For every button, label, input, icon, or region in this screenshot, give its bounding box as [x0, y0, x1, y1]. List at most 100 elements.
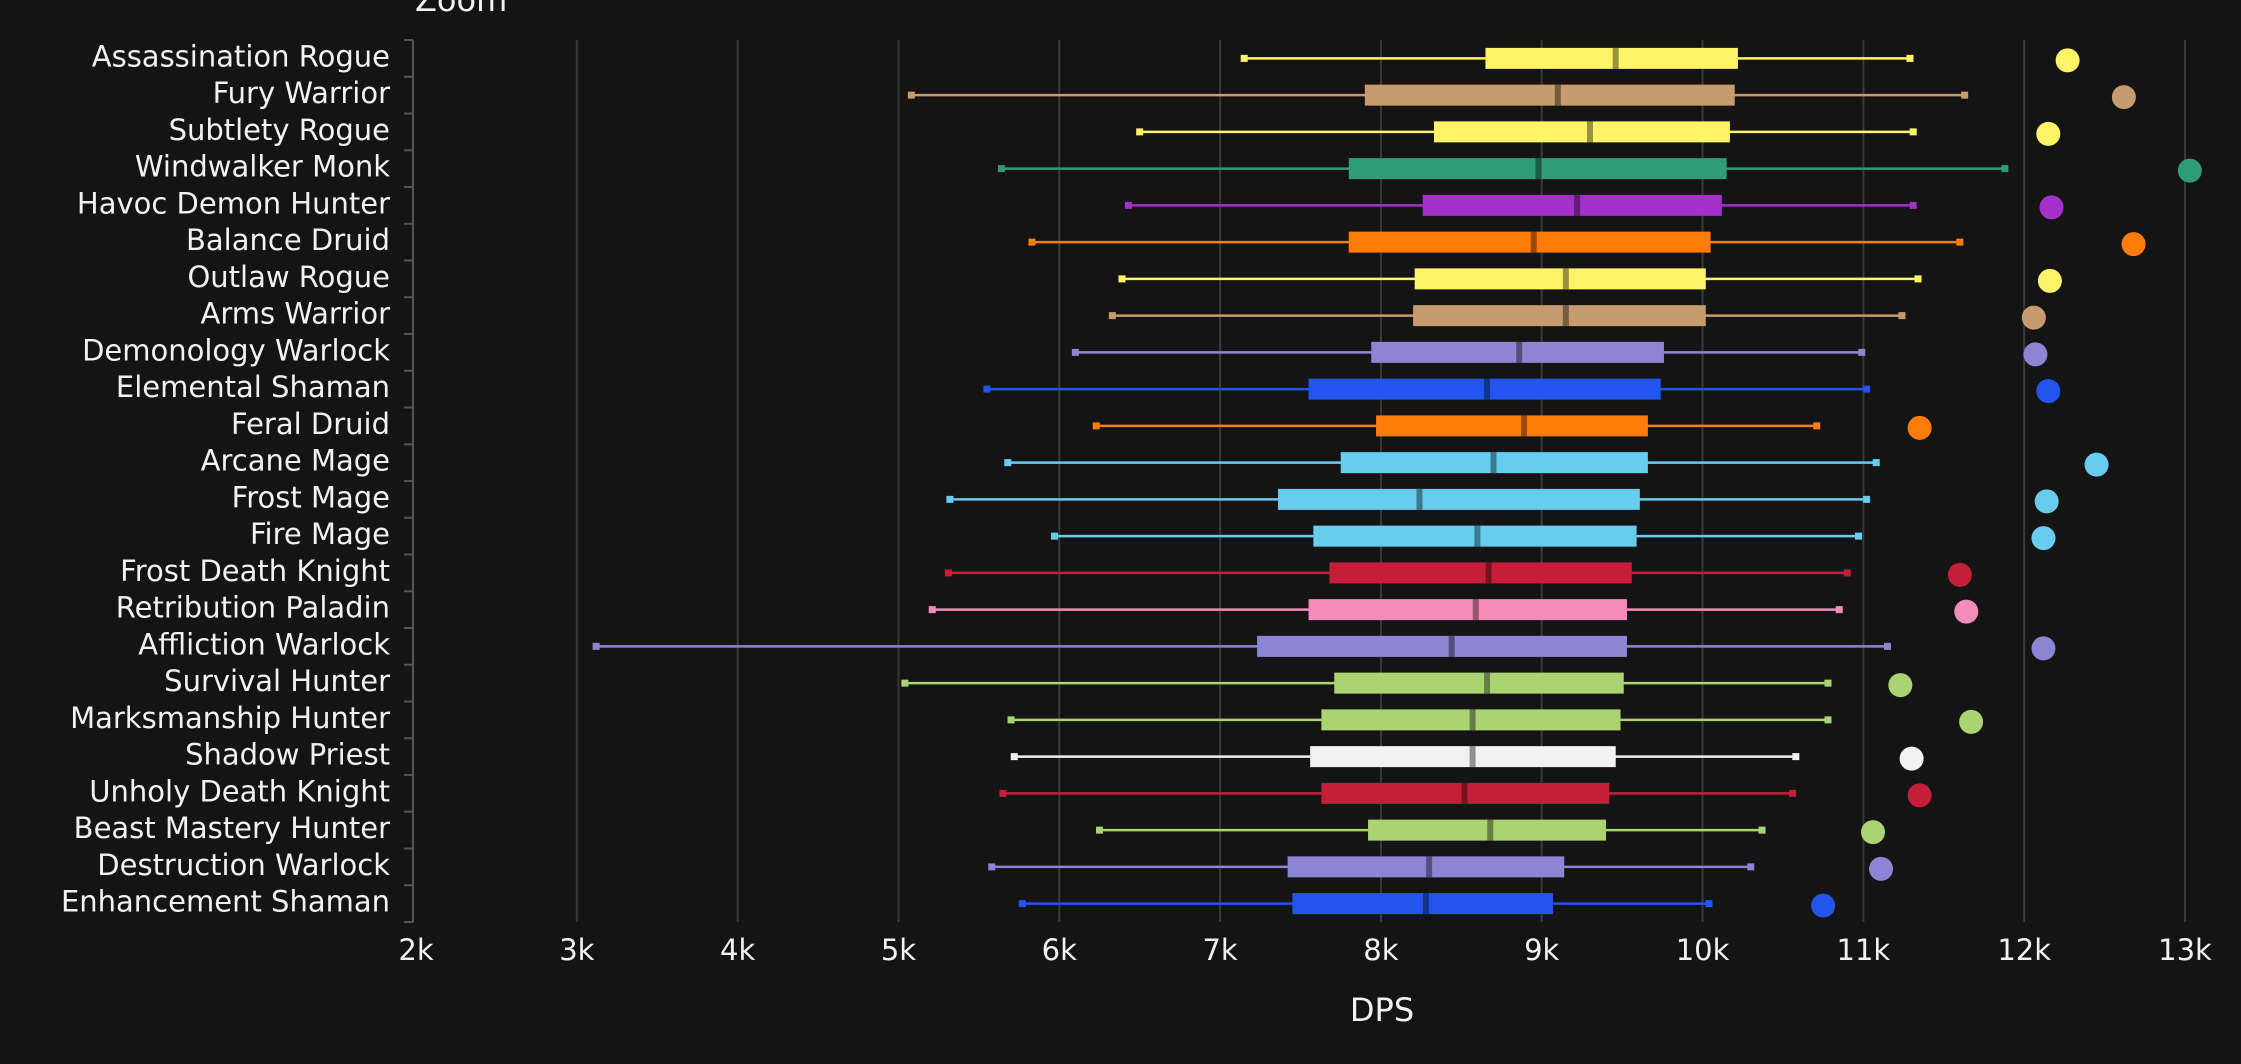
y-tick-label: Balance Druid — [186, 223, 390, 257]
box — [1308, 599, 1627, 621]
whisker-cap-high — [1792, 753, 1800, 761]
y-tick-label: Destruction Warlock — [97, 848, 390, 882]
x-axis-title: DPS — [1350, 991, 1414, 1029]
point — [2034, 489, 2059, 514]
whisker-cap-low — [1240, 54, 1248, 62]
box — [1376, 415, 1648, 437]
whisker-cap-low — [983, 385, 991, 393]
box — [1348, 158, 1727, 180]
whisker-cap-low — [988, 863, 996, 871]
box — [1310, 746, 1616, 768]
y-tick-label: Demonology Warlock — [82, 333, 390, 367]
grid — [404, 39, 2186, 923]
box — [1414, 268, 1706, 290]
zoom-button[interactable]: Zoom — [415, 0, 507, 19]
whisker-cap-high — [1914, 275, 1922, 283]
whisker-cap-high — [1705, 900, 1713, 908]
whisker-cap-high — [1883, 642, 1891, 650]
whisker-cap-low — [997, 165, 1005, 173]
whisker-cap-high — [1872, 459, 1880, 467]
box — [1422, 194, 1722, 216]
whisker-cap-low — [901, 679, 909, 687]
x-tick-label: 8k — [1363, 933, 1398, 967]
x-tick-label: 10k — [1676, 933, 1730, 967]
point — [1954, 599, 1979, 624]
whisker-cap-high — [2001, 165, 2009, 173]
point — [1959, 709, 1984, 734]
whisker-cap-low — [928, 606, 936, 614]
x-tick-label: 12k — [1997, 933, 2051, 967]
x-tick-label: 3k — [559, 933, 594, 967]
y-tick-label: Frost Mage — [232, 480, 390, 514]
whisker-cap-high — [1956, 238, 1964, 246]
box — [1277, 488, 1640, 510]
box — [1287, 856, 1565, 878]
x-tick-label: 2k — [398, 933, 433, 967]
x-tick-label: 13k — [2158, 933, 2212, 967]
point — [1947, 562, 1972, 587]
point — [1869, 856, 1894, 881]
y-tick-label: Subtlety Rogue — [169, 113, 390, 147]
box — [1348, 231, 1711, 253]
whisker-cap-high — [1898, 312, 1906, 320]
point — [2021, 305, 2046, 330]
point — [2039, 195, 2064, 220]
y-tick-label: Retribution Paladin — [116, 591, 390, 625]
whisker-cap-high — [1824, 679, 1832, 687]
y-tick-label: Beast Mastery Hunter — [74, 811, 390, 845]
x-tick-label: 6k — [1042, 933, 1077, 967]
point — [2036, 379, 2061, 404]
box — [1257, 635, 1627, 657]
whisker-cap-high — [1855, 532, 1863, 540]
whisker-cap-high — [1813, 422, 1821, 430]
whisker-cap-high — [1758, 826, 1766, 834]
y-tick-label: Survival Hunter — [164, 664, 390, 698]
box — [1321, 782, 1610, 804]
whisker-cap-high — [1961, 91, 1969, 99]
whisker-cap-high — [1843, 569, 1851, 577]
point — [1899, 746, 1924, 771]
point — [1811, 893, 1836, 918]
box — [1292, 893, 1553, 915]
whisker-cap-low — [592, 642, 600, 650]
point — [2036, 121, 2061, 146]
x-tick-label: 4k — [720, 933, 755, 967]
whisker-cap-high — [1906, 54, 1914, 62]
plot-area — [592, 47, 2202, 918]
box — [1334, 672, 1624, 694]
point — [1888, 673, 1913, 698]
y-tick-label: Marksmanship Hunter — [70, 701, 390, 735]
whisker-cap-low — [907, 91, 915, 99]
y-tick-label: Arms Warrior — [201, 297, 391, 331]
whisker-cap-low — [1124, 201, 1132, 209]
whisker-cap-low — [1071, 348, 1079, 356]
y-tick-label: Arcane Mage — [201, 444, 390, 478]
whisker-cap-high — [1863, 495, 1871, 503]
y-tick-label: Outlaw Rogue — [187, 260, 390, 294]
x-tick-label: 7k — [1202, 933, 1237, 967]
whisker-cap-low — [1050, 532, 1058, 540]
box — [1433, 121, 1730, 143]
point — [2111, 85, 2136, 110]
y-tick-label: Assassination Rogue — [92, 39, 390, 73]
y-tick-label: Fury Warrior — [213, 76, 391, 110]
point — [2031, 636, 2056, 661]
whisker-cap-low — [1136, 128, 1144, 136]
whisker-cap-high — [1824, 716, 1832, 724]
y-tick-label: Enhancement Shaman — [61, 885, 390, 919]
whisker-cap-low — [1004, 459, 1012, 467]
y-tick-label: Windwalker Monk — [135, 150, 390, 184]
point — [1907, 783, 1932, 808]
whisker-cap-high — [1863, 385, 1871, 393]
y-tick-label: Feral Druid — [231, 407, 390, 441]
whisker-cap-high — [1835, 606, 1843, 614]
box — [1368, 819, 1607, 841]
y-tick-label: Fire Mage — [250, 517, 390, 551]
whisker-cap-low — [1010, 753, 1018, 761]
whisker-cap-high — [1909, 128, 1917, 136]
whisker-cap-high — [1789, 789, 1797, 797]
whisker-cap-high — [1747, 863, 1755, 871]
point — [2023, 342, 2048, 367]
y-tick-label: Shadow Priest — [185, 738, 390, 772]
